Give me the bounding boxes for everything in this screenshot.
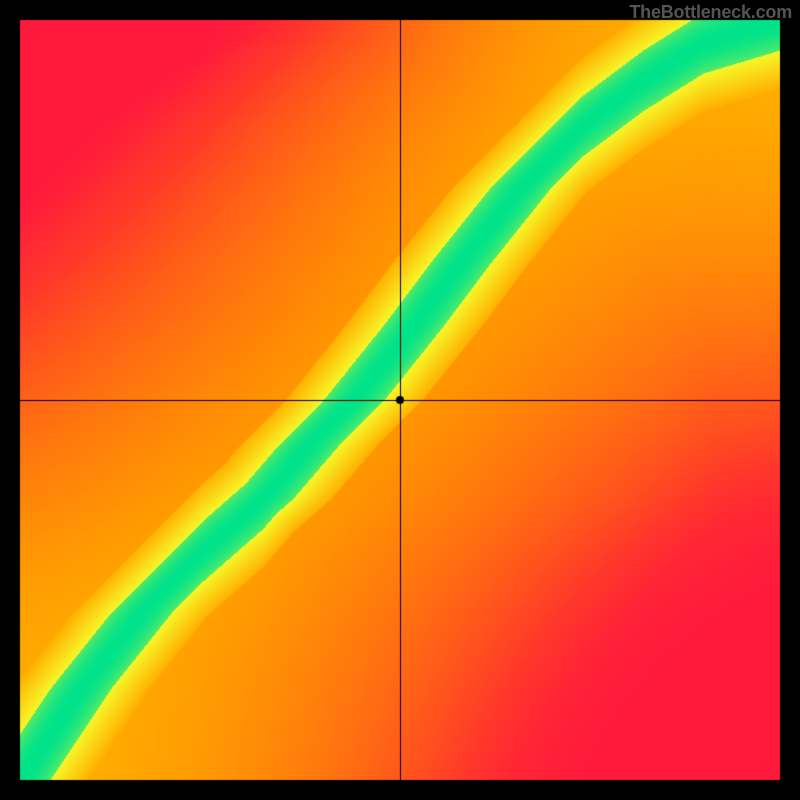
bottleneck-heatmap <box>0 0 800 800</box>
watermark-text: TheBottleneck.com <box>629 2 792 23</box>
